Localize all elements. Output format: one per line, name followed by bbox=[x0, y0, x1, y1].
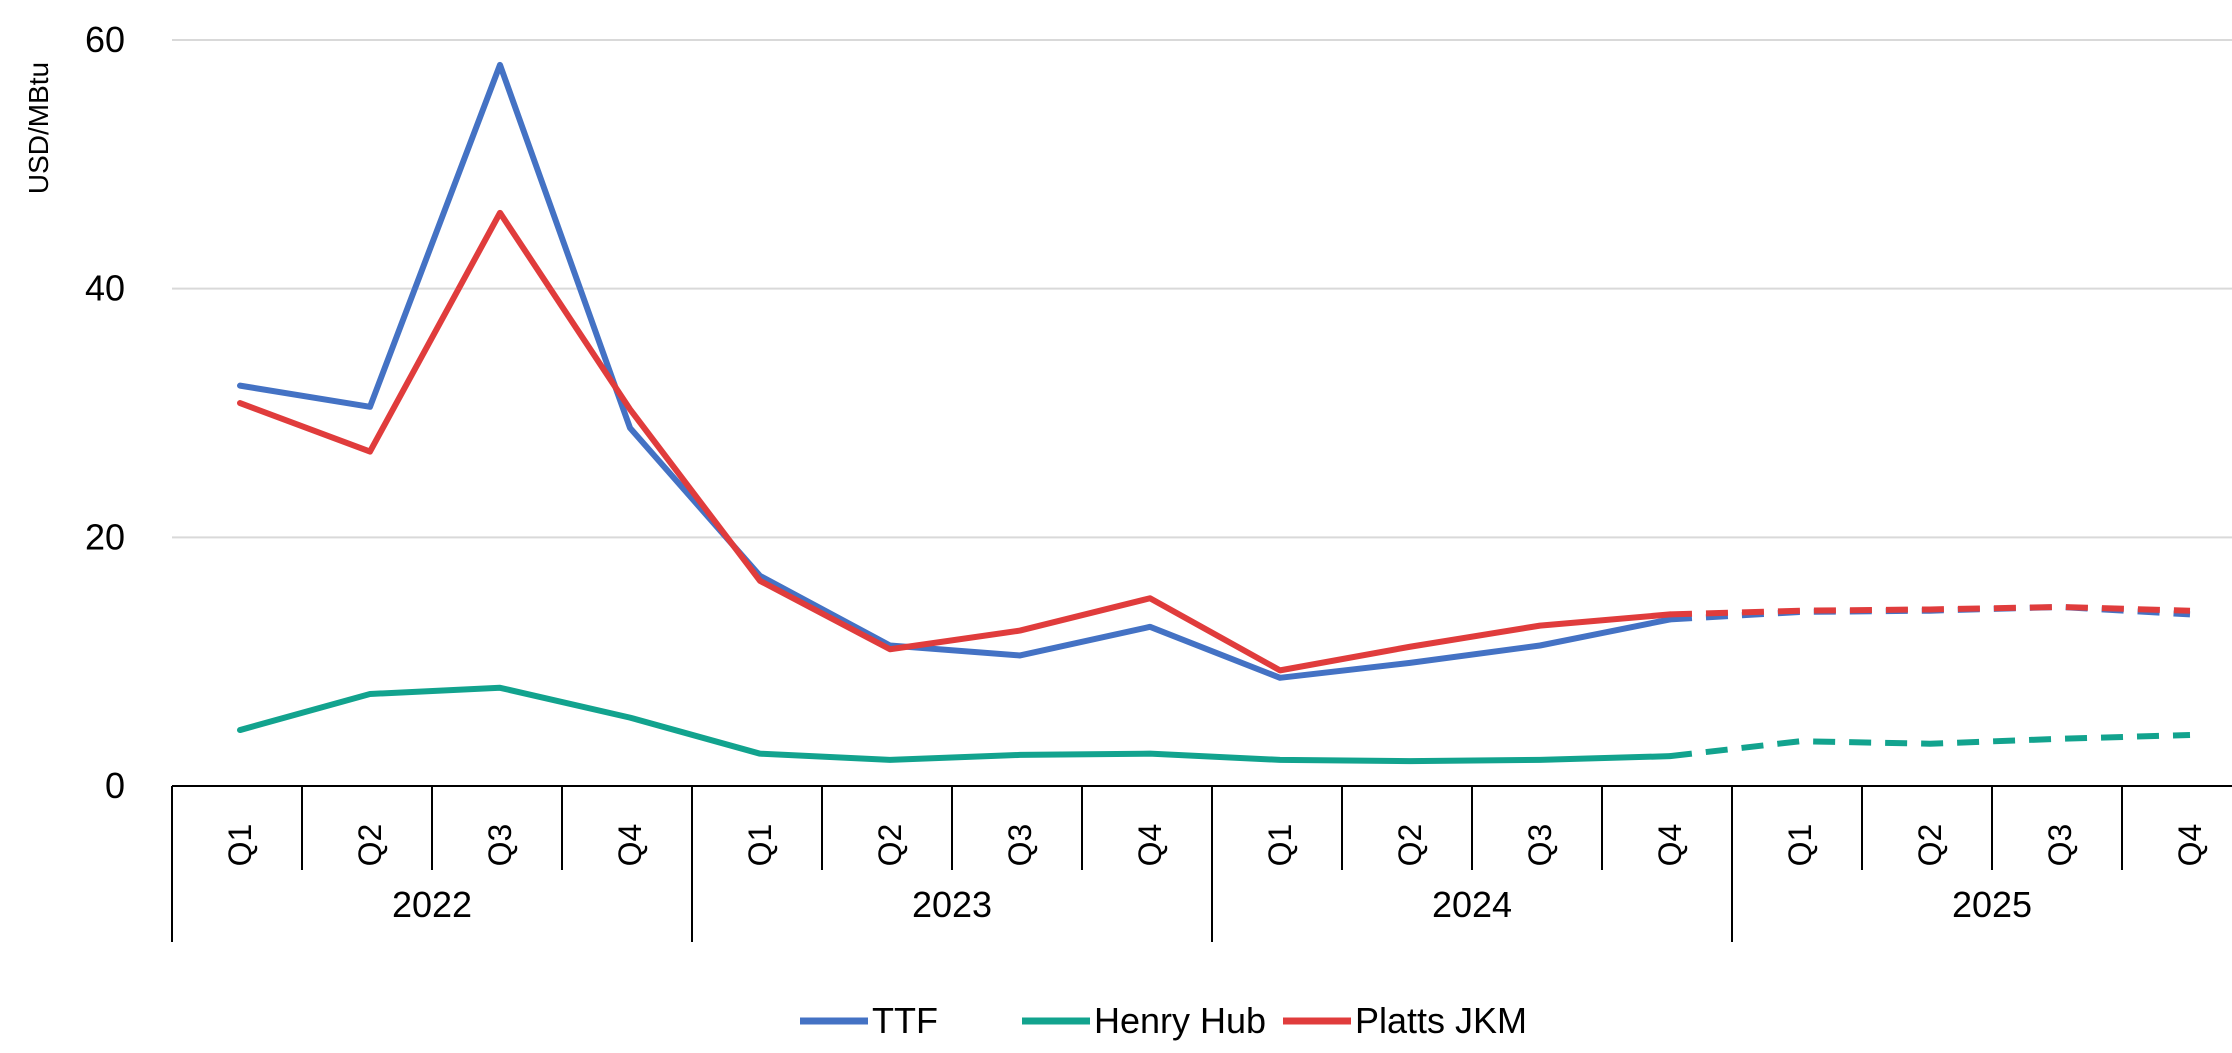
legend-label: TTF bbox=[872, 1000, 938, 1041]
x-tick-label: Q1 bbox=[1262, 824, 1298, 867]
x-tick-label: Q4 bbox=[2172, 824, 2208, 867]
year-label: 2025 bbox=[1952, 884, 2032, 925]
x-tick-label: Q4 bbox=[612, 824, 648, 867]
year-label: 2024 bbox=[1432, 884, 1512, 925]
legend-label: Henry Hub bbox=[1094, 1000, 1266, 1041]
x-tick-label: Q3 bbox=[1002, 824, 1038, 867]
y-tick-label: 20 bbox=[85, 516, 125, 557]
x-tick-label: Q1 bbox=[222, 824, 258, 867]
series-line-platts-jkm bbox=[237, 209, 1673, 674]
series-line-henry-hub bbox=[237, 684, 1673, 765]
series-forecast-henry-hub bbox=[1669, 732, 2191, 760]
x-tick-label: Q1 bbox=[742, 824, 778, 867]
year-label: 2023 bbox=[912, 884, 992, 925]
legend-label: Platts JKM bbox=[1355, 1000, 1527, 1041]
x-tick-label: Q1 bbox=[1782, 824, 1818, 867]
y-tick-label: 0 bbox=[105, 765, 125, 806]
x-tick-label: Q2 bbox=[352, 824, 388, 867]
x-tick-label: Q4 bbox=[1652, 824, 1688, 867]
series-line-ttf bbox=[237, 61, 1673, 681]
x-tick-label: Q2 bbox=[872, 824, 908, 867]
y-axis-title: USD/MBtu bbox=[23, 62, 54, 194]
x-tick-label: Q2 bbox=[1912, 824, 1948, 867]
x-tick-label: Q3 bbox=[1522, 824, 1558, 867]
y-tick-label: 60 bbox=[85, 19, 125, 60]
year-label: 2022 bbox=[392, 884, 472, 925]
x-tick-label: Q3 bbox=[2042, 824, 2078, 867]
x-tick-label: Q4 bbox=[1132, 824, 1168, 867]
series-forecast-platts-jkm bbox=[1669, 603, 2191, 618]
y-tick-label: 40 bbox=[85, 268, 125, 309]
x-tick-label: Q3 bbox=[482, 824, 518, 867]
x-tick-label: Q2 bbox=[1392, 824, 1428, 867]
